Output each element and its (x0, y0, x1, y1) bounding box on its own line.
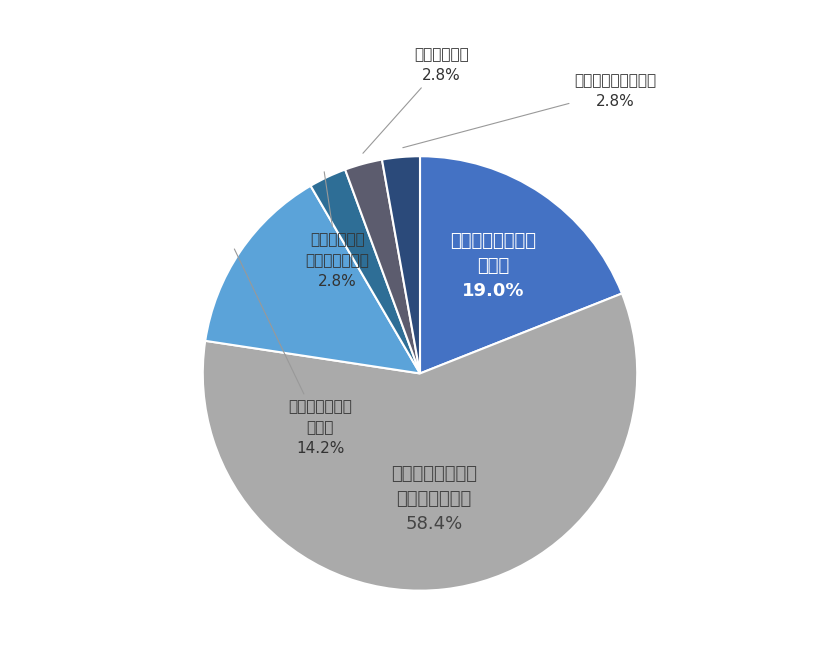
Wedge shape (205, 185, 420, 374)
Text: 縦型全自動洗濯・
乾燥機
19.0%: 縦型全自動洗濯・ 乾燥機 19.0% (450, 232, 536, 300)
Wedge shape (382, 156, 420, 374)
Wedge shape (420, 156, 622, 374)
Text: その他・わからない
2.8%: その他・わからない 2.8% (403, 73, 657, 148)
Text: ドラム式洗濯
（乾燥機なし）
2.8%: ドラム式洗濯 （乾燥機なし） 2.8% (306, 172, 370, 289)
Text: 二層式洗濯機
2.8%: 二層式洗濯機 2.8% (363, 47, 469, 153)
Text: 縦型全自動洗濯機
（乾燥機なし）
58.4%: 縦型全自動洗濯機 （乾燥機なし） 58.4% (391, 465, 477, 533)
Wedge shape (311, 170, 420, 374)
Text: ドラム式洗濯・
乾燥機
14.2%: ドラム式洗濯・ 乾燥機 14.2% (234, 249, 352, 456)
Wedge shape (345, 160, 420, 374)
Wedge shape (202, 294, 638, 591)
